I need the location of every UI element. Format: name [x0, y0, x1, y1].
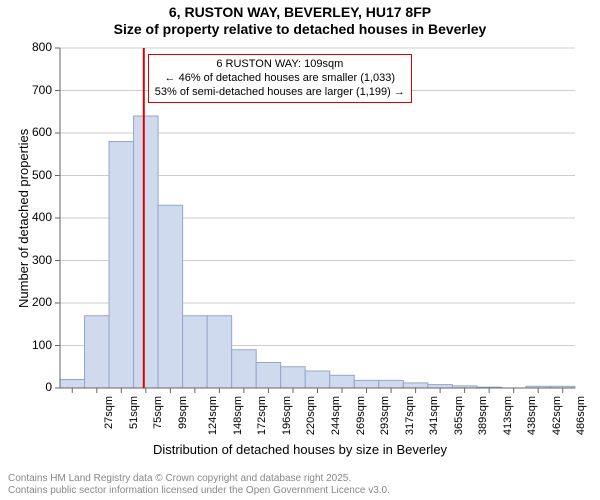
x-tick-label: 99sqm — [177, 396, 189, 429]
x-tick-label: 462sqm — [551, 396, 563, 435]
y-tick-label: 800 — [0, 40, 52, 54]
footer-line1: Contains HM Land Registry data © Crown c… — [8, 473, 351, 484]
x-tick-label: 51sqm — [128, 396, 140, 429]
y-tick-label: 0 — [0, 380, 52, 394]
footer-line2: Contains public sector information licen… — [8, 485, 390, 496]
y-tick-label: 200 — [0, 295, 52, 309]
x-tick-label: 220sqm — [306, 396, 318, 435]
annotation-line1: 6 RUSTON WAY: 109sqm — [155, 58, 405, 72]
y-tick-label: 600 — [0, 125, 52, 139]
annotation-line3: 53% of semi-detached houses are larger (… — [155, 86, 405, 100]
y-tick-label: 100 — [0, 338, 52, 352]
x-tick-label: 365sqm — [453, 396, 465, 435]
y-tick-label: 300 — [0, 253, 52, 267]
marker-annotation: 6 RUSTON WAY: 109sqm ← 46% of detached h… — [148, 54, 412, 103]
y-tick-label: 500 — [0, 168, 52, 182]
y-tick-label: 700 — [0, 83, 52, 97]
x-tick-label: 75sqm — [152, 396, 164, 429]
x-tick-label: 148sqm — [232, 396, 244, 435]
x-tick-label: 124sqm — [207, 396, 219, 435]
annotation-line2: ← 46% of detached houses are smaller (1,… — [155, 72, 405, 86]
x-tick-label: 486sqm — [575, 396, 587, 435]
x-tick-label: 317sqm — [404, 396, 416, 435]
x-tick-label: 172sqm — [257, 396, 269, 435]
x-tick-label: 27sqm — [103, 396, 115, 429]
x-tick-label: 389sqm — [477, 396, 489, 435]
x-tick-label: 341sqm — [428, 396, 440, 435]
x-tick-label: 196sqm — [281, 396, 293, 435]
x-tick-label: 244sqm — [330, 396, 342, 435]
x-tick-label: 269sqm — [355, 396, 367, 435]
y-tick-label: 400 — [0, 210, 52, 224]
chart-container: { "title_line1": "6, RUSTON WAY, BEVERLE… — [0, 0, 600, 500]
x-tick-label: 293sqm — [379, 396, 391, 435]
x-tick-label: 438sqm — [526, 396, 538, 435]
x-tick-label: 413sqm — [502, 396, 514, 435]
